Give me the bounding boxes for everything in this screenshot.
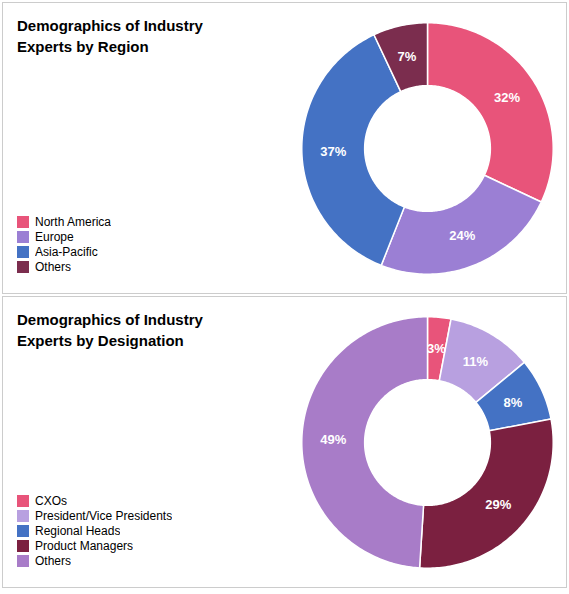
html-text:Product Managers: Product Managers [35,539,134,553]
svg-text:29%: 29% [485,497,511,512]
svg-text:24%: 24% [449,228,475,243]
svg-text:11%: 11% [463,354,489,369]
svg-text:37%: 37% [320,144,346,159]
html-text:Regional Heads: Regional Heads [35,524,121,538]
html-text:Asia-Pacific: Asia-Pacific [35,245,98,259]
html-text:Demographics of Industry Exper: Demographics of Industry Experts by Desi… [17,311,203,349]
html-text:Others: Others [35,260,71,274]
svg-text:3%: 3% [427,341,446,356]
svg-text:8%: 8% [503,395,522,410]
svg-text:32%: 32% [494,90,520,105]
html-text:North America: North America [35,215,111,229]
html-text:Europe: Europe [35,230,74,244]
html-text:CXOs: CXOs [35,494,67,508]
svg-text:49%: 49% [320,432,346,447]
html-text:Others: Others [35,554,71,568]
html-text:President/Vice Presidents: President/Vice Presidents [35,509,173,523]
svg-text:7%: 7% [398,49,417,64]
html-text:Demographics of Industry Exper: Demographics of Industry Experts by Regi… [17,17,203,55]
